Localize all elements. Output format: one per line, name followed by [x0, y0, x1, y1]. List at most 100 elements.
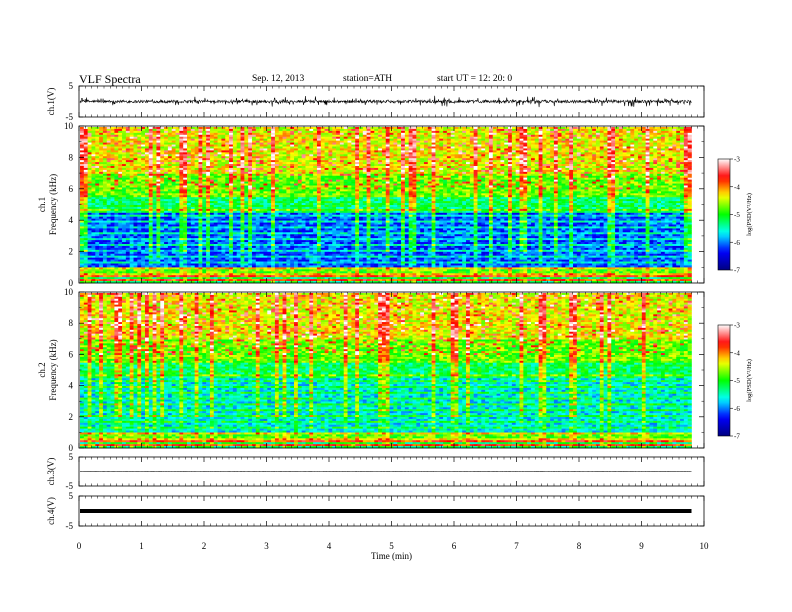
spectrogram-cell [680, 185, 685, 188]
spectrogram-cell [259, 156, 264, 159]
spectrogram-cell [565, 175, 570, 178]
spectrogram-cell [133, 185, 138, 188]
spectrogram-cell [523, 132, 528, 136]
spectrogram-cell [630, 140, 635, 143]
spectrogram-cell [381, 138, 387, 141]
spectrogram-cell [313, 171, 318, 175]
spectrogram-cell [500, 171, 505, 175]
spectrogram-cell [229, 127, 234, 130]
spectrogram-cell [592, 127, 597, 130]
spectrogram-cell [313, 140, 318, 143]
spectrogram-cell [557, 183, 562, 186]
spectrogram-cell [99, 169, 104, 173]
spectrogram-cell [309, 134, 314, 138]
spectrogram-cell [458, 152, 463, 155]
spectrogram-cell [336, 128, 341, 132]
spectrogram-cell [183, 183, 188, 186]
spectrogram-cell [530, 140, 536, 143]
spectrogram-cell [129, 144, 134, 147]
spectrogram-cell [466, 181, 471, 184]
spectrogram-cell [466, 136, 471, 139]
spectrogram-cell [485, 127, 490, 130]
spectrogram-cell [144, 167, 150, 171]
spectrogram-cell [244, 173, 249, 177]
spectrogram-cell [229, 158, 234, 161]
spectrogram-cell [95, 144, 100, 147]
spectrogram-cell [477, 162, 482, 165]
spectrogram-cell [573, 136, 578, 139]
spectrogram-cell [431, 144, 436, 147]
spectrogram-cell [519, 167, 524, 171]
spectrogram-cell [229, 183, 234, 186]
spectrogram-cell [588, 164, 593, 167]
spectrogram-cell [259, 142, 264, 145]
spectrogram-cell [167, 156, 173, 159]
spectrogram-cell [508, 164, 513, 167]
spectrogram-cell [114, 128, 119, 132]
spectrogram-cell [550, 173, 555, 177]
spectrogram-cell [91, 142, 96, 145]
spectrogram-cell [313, 134, 318, 138]
spectrogram-cell [588, 140, 593, 143]
spectrogram-cell [374, 140, 379, 143]
spectrogram-cell [481, 169, 486, 173]
spectrogram-cell [466, 173, 471, 177]
spectrogram-cell [645, 160, 650, 163]
spectrogram-cell [148, 187, 153, 190]
spectrogram-cell [427, 132, 432, 136]
spectrogram-cell [99, 173, 104, 177]
spectrogram-cell [274, 175, 280, 178]
spectrogram-cell [267, 171, 272, 175]
spectrogram-cell [439, 150, 444, 153]
spectrogram-cell [672, 154, 677, 157]
spectrogram-cell [309, 177, 314, 180]
spectrogram-cell [385, 148, 390, 151]
spectrogram-cell [183, 169, 188, 173]
spectrogram-cell [313, 183, 318, 186]
spectrogram-cell [534, 162, 539, 165]
spectrogram-cell [683, 183, 688, 186]
spectrogram-cell [680, 132, 685, 136]
spectrogram-cell [404, 140, 409, 143]
spectrogram-cell [469, 183, 474, 186]
spectrogram-cell [488, 179, 494, 182]
spectrogram-cell [244, 128, 249, 132]
spectrogram-cell [508, 148, 513, 151]
spectrogram-cell [187, 127, 192, 130]
spectrogram-cell [458, 132, 463, 136]
spectrogram-cell [202, 167, 207, 171]
spectrogram-cell [622, 152, 627, 155]
spectrogram-cell [511, 160, 516, 163]
spectrogram-cell [133, 146, 138, 149]
spectrogram-cell [561, 177, 566, 180]
spectrogram-cell [683, 171, 688, 175]
spectrogram-cell [381, 171, 387, 175]
spectrogram-cell [687, 142, 692, 145]
spectrogram-cell [401, 162, 406, 165]
spectrogram-cell [171, 164, 176, 167]
spectrogram-cell [366, 128, 371, 132]
spectrogram-cell [680, 173, 685, 177]
spectrogram-cell [630, 162, 635, 165]
spectrogram-cell [584, 166, 589, 169]
spectrogram-cell [454, 166, 459, 169]
spectrogram-cell [488, 140, 494, 143]
spectrogram-cell [278, 175, 283, 178]
spectrogram-cell [653, 144, 658, 147]
spectrogram-cell [668, 138, 673, 141]
spectrogram-cell [385, 156, 390, 159]
spectrogram-cell [137, 177, 142, 180]
spectrogram-cell [680, 166, 685, 169]
spectrogram-cell [95, 187, 100, 190]
spectrogram-cell [328, 167, 333, 171]
spectrogram-cell [466, 160, 471, 163]
spectrogram-cell [80, 134, 85, 138]
spectrogram-cell [553, 179, 559, 182]
spectrogram-cell [404, 128, 409, 132]
spectrogram-cell [385, 130, 390, 134]
spectrogram-cell [492, 162, 497, 165]
spectrogram-cell [236, 138, 241, 141]
spectrogram-cell [343, 156, 348, 159]
spectrogram-cell [618, 173, 623, 177]
spectrogram-cell [660, 132, 666, 136]
